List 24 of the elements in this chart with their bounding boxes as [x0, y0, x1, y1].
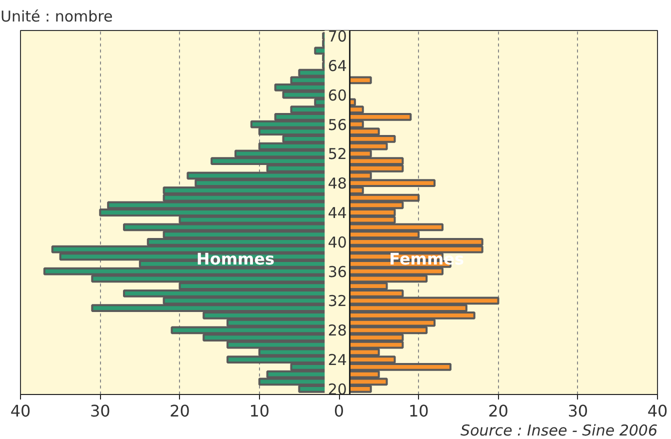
- y-tick-label: 64: [328, 56, 347, 75]
- y-tick-label: 32: [328, 292, 347, 310]
- y-tick-label: 36: [328, 262, 347, 281]
- x-tick-label: 40: [647, 402, 668, 420]
- y-tick-label: 24: [328, 351, 347, 370]
- x-tick-label: 30: [568, 402, 588, 420]
- y-tick-label: 40: [328, 233, 347, 252]
- x-tick-label: 20: [488, 402, 508, 420]
- x-tick-label: 30: [90, 402, 110, 420]
- series-label: Hommes: [196, 249, 275, 268]
- x-tick-label: 40: [10, 402, 31, 420]
- x-tick-label: 0: [334, 402, 344, 420]
- source-note: Source : Insee - Sine 2006: [460, 422, 658, 439]
- y-tick-label: 56: [328, 116, 347, 134]
- y-tick-label: 60: [328, 86, 347, 104]
- x-tick-label: 20: [170, 402, 190, 420]
- y-tick-label: 28: [328, 322, 347, 340]
- y-tick-label: 48: [328, 174, 347, 193]
- x-tick-label: 10: [408, 402, 429, 420]
- y-tick-label: 70: [328, 28, 347, 46]
- chart-subtitle: Unité : nombre: [0, 8, 113, 26]
- x-tick-label: 10: [249, 402, 270, 420]
- y-tick-label: 52: [328, 145, 347, 164]
- y-tick-label: 44: [328, 204, 347, 222]
